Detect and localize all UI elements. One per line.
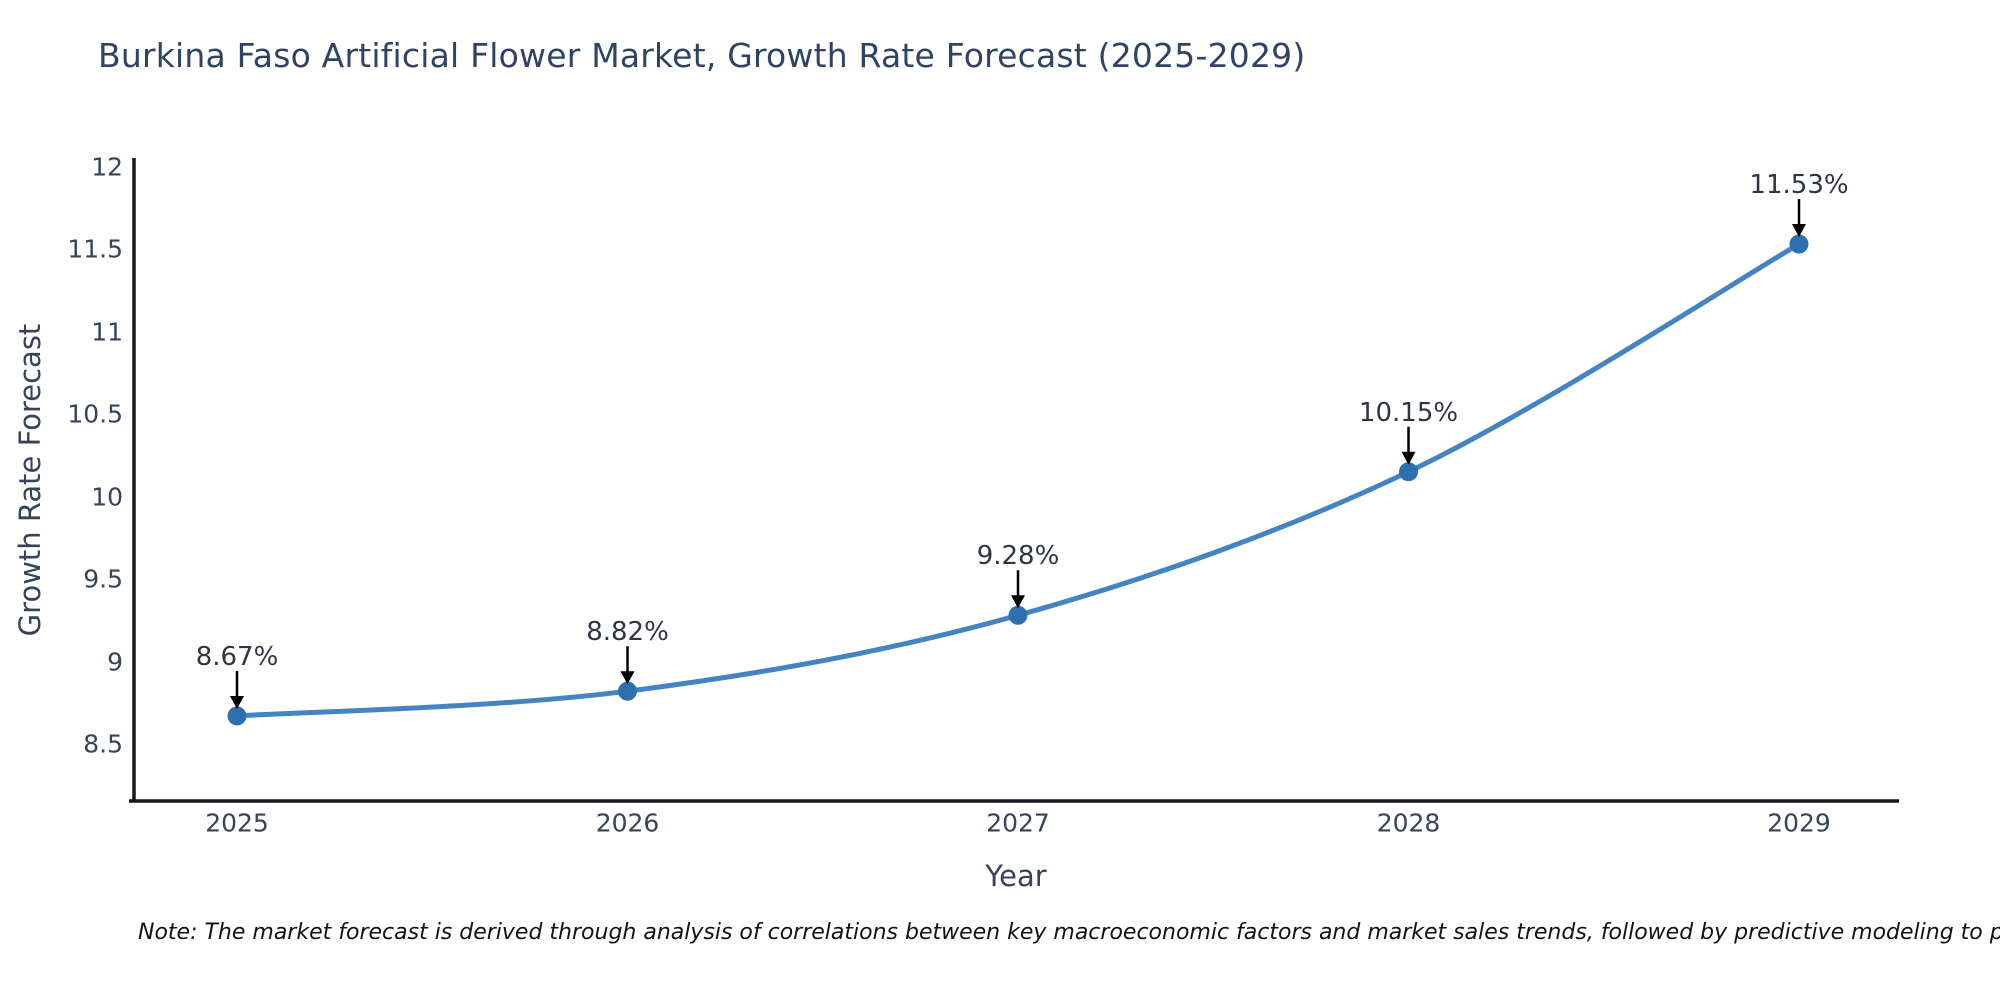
data-point-marker <box>618 681 637 701</box>
x-tick-label: 2027 <box>986 808 1050 838</box>
data-label: 11.53% <box>1749 170 1849 201</box>
data-point-marker <box>227 706 247 726</box>
data-label: 8.67% <box>195 641 279 672</box>
data-point-marker <box>1789 234 1809 254</box>
data-point-marker <box>1399 462 1418 482</box>
annotation-arrow-head <box>620 671 635 685</box>
annotation-arrow-head <box>1401 451 1416 465</box>
y-axis-title: Growth Rate Forecast <box>13 323 47 637</box>
trend-line <box>234 241 1802 719</box>
annotation-arrow-head <box>1011 595 1025 609</box>
y-tick-label: 9 <box>107 647 123 676</box>
y-tick-label: 10 <box>91 482 123 511</box>
y-tick-label: 10.5 <box>67 399 123 429</box>
x-tick-label: 2029 <box>1767 808 1831 838</box>
x-tick-label: 2025 <box>205 808 269 838</box>
y-tick-label: 11.5 <box>67 234 123 264</box>
x-tick-label: 2028 <box>1376 808 1441 838</box>
data-point-marker <box>1008 605 1028 625</box>
data-label: 8.82% <box>586 617 669 648</box>
chart-title: Burkina Faso Artificial Flower Market, G… <box>98 36 1306 75</box>
annotation-arrow-head <box>1792 224 1806 238</box>
y-tick-label: 8.5 <box>83 729 123 759</box>
annotation-arrow-head <box>230 695 244 709</box>
data-label: 9.28% <box>976 541 1060 572</box>
y-tick-label: 12 <box>91 152 123 181</box>
y-tick-label: 11 <box>91 317 123 346</box>
x-axis-title: Year <box>985 859 1047 893</box>
data-label: 10.15% <box>1358 397 1459 428</box>
footnote: Note: The market forecast is derived thr… <box>138 920 2000 945</box>
y-tick-label: 9.5 <box>83 564 123 594</box>
x-tick-label: 2026 <box>595 808 660 838</box>
